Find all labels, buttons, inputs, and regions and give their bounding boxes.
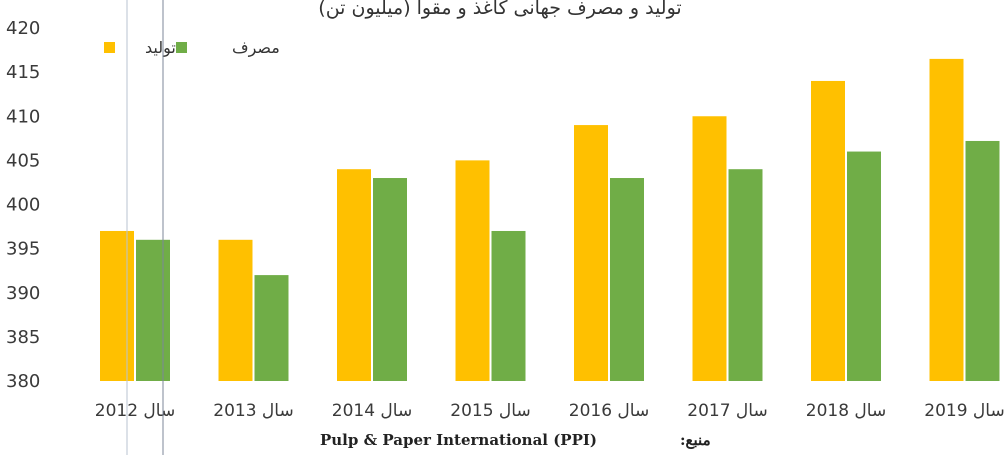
- bar-consumption: [610, 178, 644, 381]
- y-tick-label: 420: [6, 18, 40, 39]
- source-text: Pulp & Paper International (PPI): [320, 431, 597, 449]
- legend-label-consumption: مصرف: [232, 38, 280, 58]
- x-tick-label: سال 2012: [95, 401, 175, 421]
- y-tick-label: 400: [6, 195, 40, 216]
- bars: [100, 58, 1000, 381]
- x-tick-label: سال 2016: [569, 401, 649, 421]
- y-tick-label: 415: [6, 62, 40, 83]
- y-tick-label: 405: [6, 150, 40, 171]
- x-axis: سال 2012 سال 2013 سال 2014 سال 2015 سال 2016…: [95, 401, 1005, 421]
- x-tick-label: سال 2018: [806, 401, 886, 421]
- bar-production: [929, 58, 964, 381]
- legend-swatch-consumption: [176, 42, 187, 53]
- bar-production: [574, 125, 608, 381]
- y-tick-label: 380: [6, 371, 40, 392]
- x-tick-label: سال 2017: [687, 401, 767, 421]
- x-tick-label: سال 2013: [213, 401, 293, 421]
- y-tick-label: 385: [6, 327, 40, 348]
- x-tick-label: سال 2019: [924, 401, 1004, 421]
- bar-production: [455, 160, 490, 381]
- x-tick-label: سال 2015: [450, 401, 530, 421]
- bar-consumption: [965, 140, 1000, 381]
- y-tick-label: 395: [6, 239, 40, 260]
- bar-consumption: [254, 275, 289, 381]
- bar-consumption: [847, 151, 881, 381]
- legend: تولید مصرف: [104, 38, 280, 58]
- bar-consumption: [491, 230, 526, 381]
- y-axis: 380 385 390 395 400 405 410 415 420: [6, 18, 40, 392]
- chart-title: تولید و مصرف جهانی کاغذ و مقوا (میلیون ت…: [318, 0, 681, 19]
- source-label: منبع:: [680, 431, 711, 449]
- y-tick-label: 410: [6, 106, 40, 127]
- bar-production: [811, 80, 845, 381]
- x-tick-label: سال 2014: [332, 401, 412, 421]
- legend-label-production: تولید: [145, 38, 176, 58]
- bar-consumption: [373, 178, 407, 381]
- bar-production: [692, 116, 727, 381]
- bar-consumption: [728, 169, 763, 381]
- bar-consumption: [136, 239, 170, 381]
- bar-production: [337, 169, 371, 381]
- legend-swatch-production: [104, 42, 115, 53]
- bar-production: [100, 230, 134, 381]
- source-line: Pulp & Paper International (PPI) منبع:: [320, 431, 711, 449]
- bar-production: [218, 239, 253, 381]
- y-tick-label: 390: [6, 283, 40, 304]
